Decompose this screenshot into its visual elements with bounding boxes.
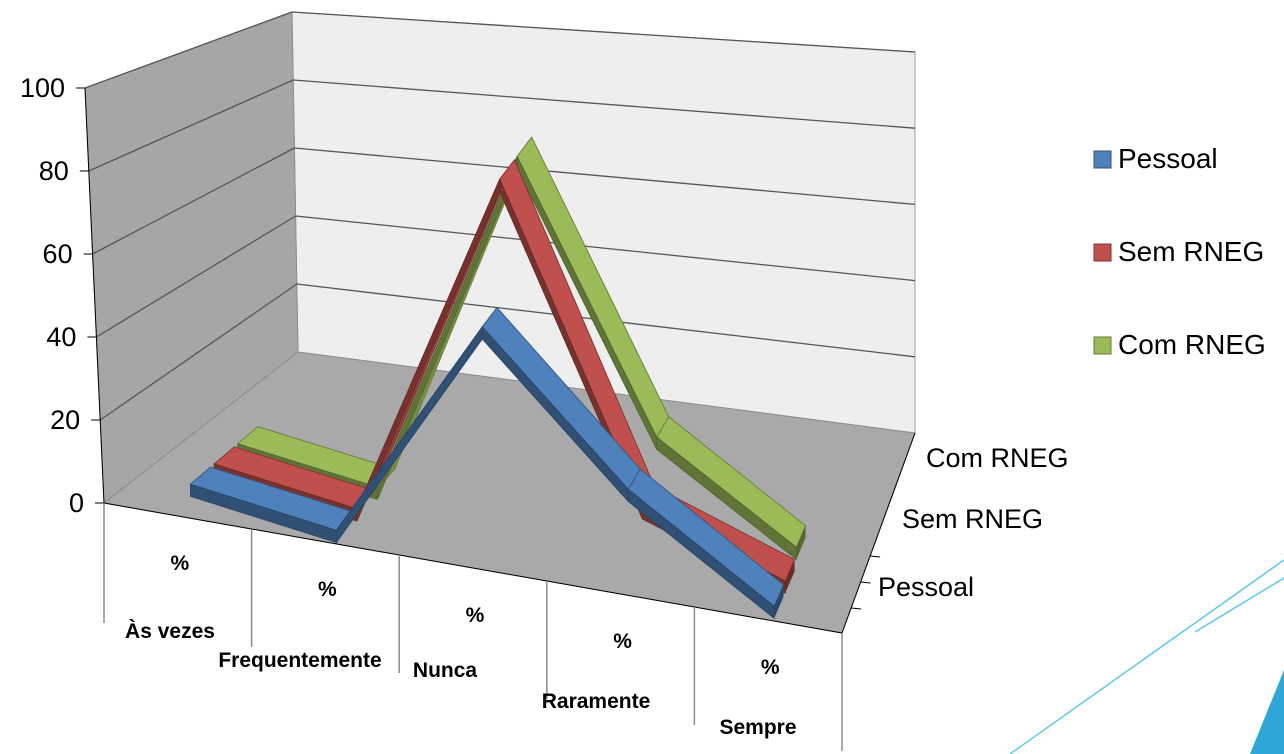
series-com-rneg — [236, 136, 807, 561]
x-unit-label-3: % — [613, 630, 632, 653]
x-category-label-3: Raramente — [542, 690, 651, 713]
gridlines — [84, 11, 916, 421]
legend: Pessoal Sem RNEG Com RNEG — [1093, 143, 1266, 360]
decoration-lines — [1009, 559, 1284, 754]
legend-label-1: Sem RNEG — [1118, 236, 1264, 267]
gridline-side-20 — [99, 283, 298, 421]
gridline-back-100 — [291, 11, 916, 53]
gridline-side-80 — [88, 79, 294, 172]
x-unit-label-4: % — [761, 656, 780, 679]
legend-swatch-0 — [1093, 150, 1112, 169]
ribbon-end-cap — [774, 584, 784, 619]
gridline-back-60 — [294, 147, 916, 206]
depth-label-2: Com RNEG — [926, 443, 1069, 473]
y-tick-label-20: 20 — [50, 405, 80, 435]
y-axis: 0 20 40 60 80 100 — [20, 73, 105, 518]
depth-tick-mark-2 — [870, 555, 881, 558]
legend-swatch-2 — [1093, 336, 1112, 355]
ribbon-end-cap — [785, 559, 795, 593]
series-ribbons — [189, 136, 807, 620]
depth-label-1: Sem RNEG — [902, 504, 1043, 534]
x-category-label-2: Nunca — [413, 659, 478, 682]
gridline-back-40 — [295, 215, 916, 282]
gridline-side-60 — [92, 147, 295, 255]
depth-axis-line — [841, 432, 916, 634]
ribbon-end-cap — [796, 525, 806, 560]
x-axis-line — [103, 502, 843, 634]
y-tick-label-40: 40 — [46, 322, 76, 352]
series-pessoal — [189, 306, 785, 620]
depth-axis: Pessoal Sem RNEG Com RNEG — [841, 432, 1069, 634]
y-tick-label-80: 80 — [39, 156, 69, 186]
x-category-label-1: Frequentemente — [218, 649, 381, 672]
legend-label-0: Pessoal — [1118, 143, 1218, 174]
x-axis: % Às vezes% Frequentemente% Nunca% Raramente… — [103, 502, 843, 751]
x-unit-label-1: % — [318, 578, 337, 601]
depth-tick-mark-1 — [860, 581, 871, 584]
x-category-label-0: Às vezes — [125, 620, 215, 643]
y-tick-label-100: 100 — [20, 73, 65, 103]
y-tick-label-60: 60 — [43, 239, 73, 269]
legend-label-2: Com RNEG — [1118, 329, 1266, 360]
x-category-label-4: Sempre — [719, 716, 796, 739]
y-tick-label-0: 0 — [69, 488, 84, 518]
gridline-back-80 — [293, 79, 916, 129]
depth-label-0: Pessoal — [878, 572, 974, 602]
depth-tick-mark-0 — [851, 607, 862, 610]
legend-swatch-1 — [1093, 243, 1112, 262]
gridline-side-40 — [96, 215, 296, 338]
gridline-side-100 — [84, 11, 293, 89]
x-unit-label-0: % — [170, 552, 189, 575]
y-axis-line — [84, 87, 105, 504]
x-unit-label-2: % — [466, 604, 485, 627]
